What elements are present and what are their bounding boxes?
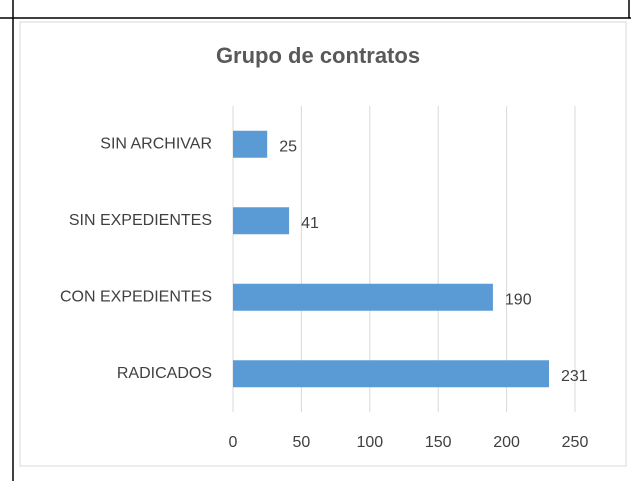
data-label: 231 [561, 368, 588, 385]
chart-area [19, 21, 627, 467]
bar [233, 207, 290, 235]
bar [233, 283, 493, 311]
data-label: 190 [505, 291, 532, 308]
data-label: 41 [301, 215, 319, 232]
x-tick-label: 100 [356, 434, 383, 451]
x-tick-label: 50 [293, 434, 311, 451]
chart-title: Grupo de contratos [216, 43, 420, 68]
x-tick-label: 150 [425, 434, 452, 451]
bar [233, 130, 268, 158]
y-tick-label: SIN ARCHIVAR [100, 135, 212, 152]
x-tick-label: 0 [229, 434, 238, 451]
y-tick-label: SIN EXPEDIENTES [69, 212, 212, 229]
bar [233, 360, 550, 388]
y-tick-label: RADICADOS [117, 365, 212, 382]
data-label: 25 [279, 138, 297, 155]
y-tick-label: CON EXPEDIENTES [60, 288, 212, 305]
x-tick-label: 200 [493, 434, 520, 451]
x-tick-label: 250 [562, 434, 589, 451]
